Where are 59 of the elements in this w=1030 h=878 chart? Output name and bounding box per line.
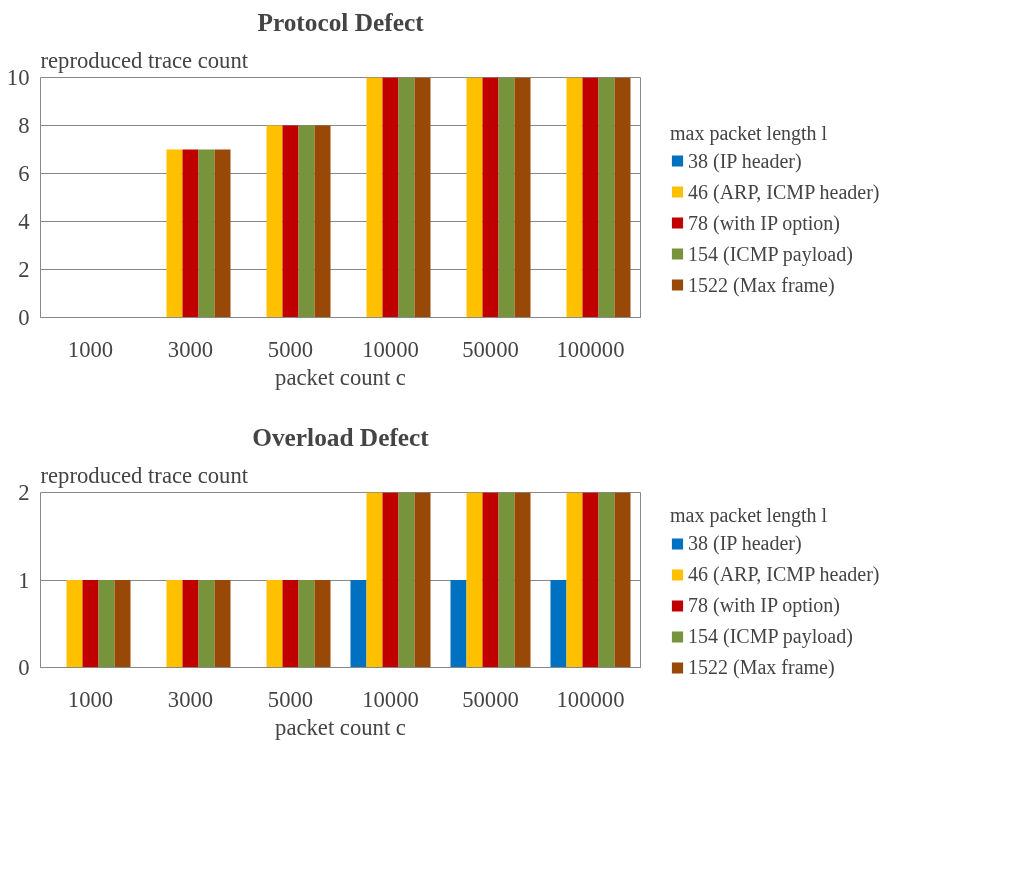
x-tick-label: 50000 [462, 336, 519, 362]
y-tick-label: 1 [18, 567, 30, 593]
legend-label: 78 (with IP option) [688, 593, 841, 617]
x-tick-label: 1000 [67, 336, 114, 362]
x-axis-title: packet count c [275, 364, 406, 390]
x-tick-label: 3000 [167, 686, 214, 712]
legend-title: max packet length l [670, 503, 829, 527]
bar [314, 125, 331, 318]
y-tick-label: 2 [18, 480, 30, 505]
bar [582, 77, 599, 318]
y-tick-label: 4 [18, 209, 30, 234]
legend-label: 46 (ARP, ICMP header) [688, 180, 880, 203]
y-tick-label: 0 [18, 655, 30, 680]
bar [614, 77, 631, 318]
x-tick-label: 50000 [462, 686, 519, 712]
legend-label: 154 (ICMP payload) [688, 624, 853, 648]
bar [182, 149, 199, 318]
y-tick-label: 2 [18, 257, 30, 282]
bar [466, 77, 483, 318]
x-tick-label: 1000 [67, 686, 114, 712]
bar [498, 77, 515, 318]
bar [566, 77, 583, 318]
bar [198, 149, 215, 318]
x-tick-label: 5000 [267, 686, 314, 712]
bar [482, 77, 499, 318]
x-tick-label: 3000 [167, 336, 214, 362]
legend-label: 78 (with IP option) [688, 211, 841, 234]
legend-label: 1522 (Max frame) [688, 655, 835, 679]
bar [214, 149, 231, 318]
bar [266, 125, 283, 318]
bar [514, 77, 531, 318]
y-tick-label: 0 [18, 305, 30, 330]
legend-label: 46 (ARP, ICMP header) [688, 562, 880, 586]
y-tick-label: 10 [6, 65, 30, 90]
y-tick-label: 6 [18, 161, 30, 186]
x-tick-label: 100000 [556, 336, 625, 362]
bar [598, 77, 615, 318]
bar [298, 125, 315, 318]
chart-title: Protocol Defect [257, 7, 425, 36]
legend-label: 38 (IP header) [688, 531, 802, 555]
legend-label: 38 (IP header) [688, 149, 802, 172]
y-axis-title: reproduced trace count [40, 47, 249, 73]
y-tick-label: 8 [18, 113, 30, 138]
x-tick-label: 10000 [362, 686, 419, 712]
bar [414, 77, 431, 318]
bar [398, 77, 415, 318]
bar [166, 149, 183, 318]
y-axis-title: reproduced trace count [40, 462, 249, 488]
legend-title: max packet length l [670, 121, 829, 144]
legend-label: 154 (ICMP payload) [688, 242, 853, 265]
x-axis-title: packet count c [275, 714, 406, 740]
bar [382, 77, 399, 318]
legend-label: 1522 (Max frame) [688, 273, 835, 296]
bar [282, 125, 299, 318]
x-tick-label: 5000 [267, 336, 314, 362]
chart-title: Overload Defect [252, 422, 430, 451]
bar [366, 77, 383, 318]
x-tick-label: 10000 [362, 336, 419, 362]
x-tick-label: 100000 [556, 686, 625, 712]
